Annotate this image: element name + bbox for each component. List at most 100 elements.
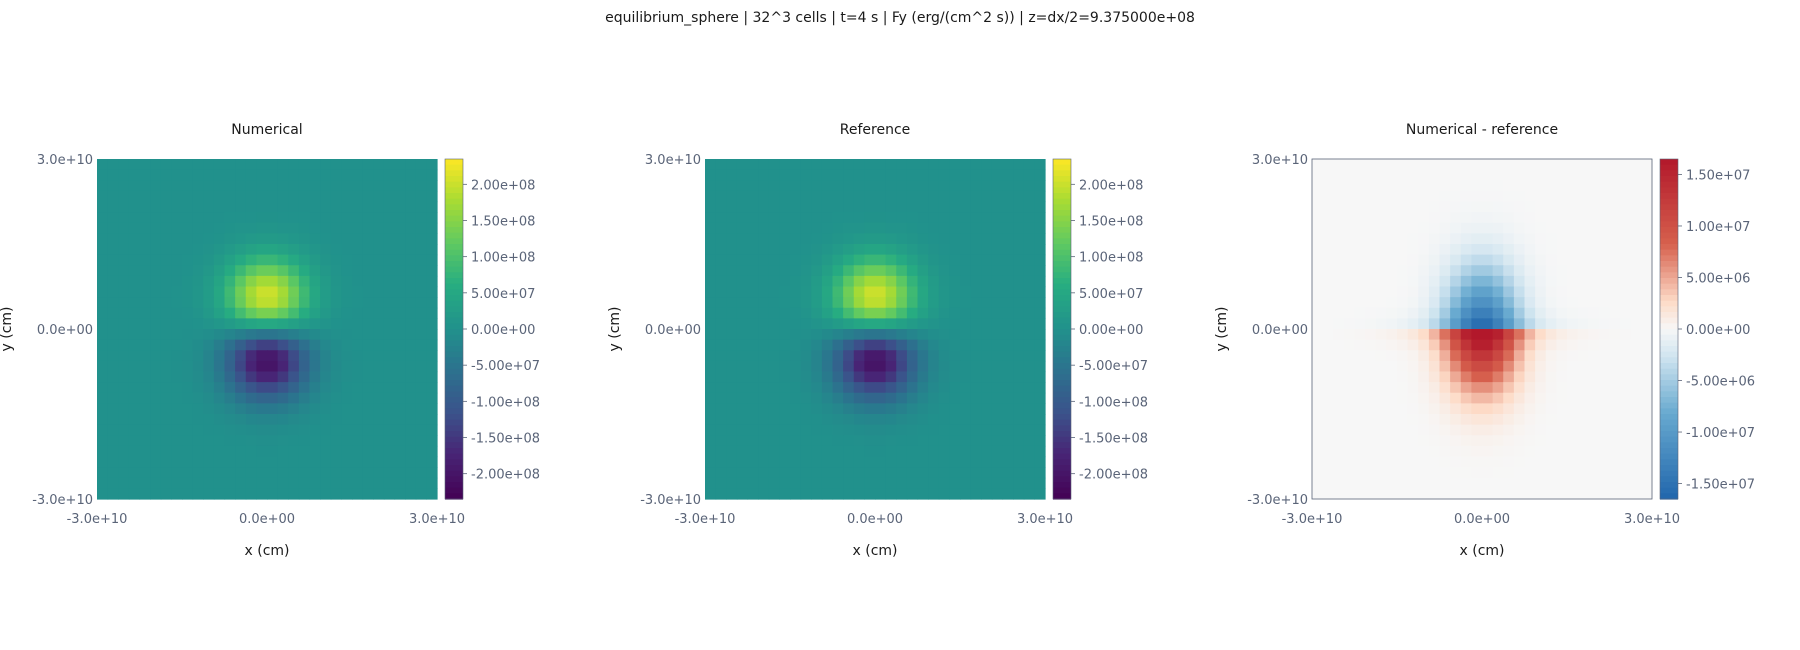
heatmap-cell <box>1588 392 1600 404</box>
heatmap-cell <box>288 318 300 330</box>
heatmap-cell <box>224 467 236 479</box>
heatmap-cell <box>1535 435 1547 447</box>
heatmap-cell <box>885 318 897 330</box>
heatmap-cell <box>981 180 993 192</box>
heatmap-cell <box>213 254 226 266</box>
heatmap-cell <box>235 318 247 330</box>
x-tick-label: 3.0e+10 <box>1017 512 1073 527</box>
heatmap-cell <box>1556 254 1568 266</box>
heatmap-cell <box>715 371 727 383</box>
heatmap-cell <box>758 424 770 436</box>
heatmap-cell <box>875 190 887 203</box>
heatmap-cell <box>1034 488 1046 500</box>
heatmap-cell <box>938 456 950 468</box>
heatmap-cell <box>224 212 236 224</box>
heatmap-cell <box>1354 371 1366 383</box>
heatmap-cell <box>1535 339 1547 351</box>
heatmap-cell <box>139 477 151 489</box>
heatmap-cell <box>970 445 982 458</box>
heatmap-cell <box>917 169 929 181</box>
heatmap-cell <box>821 445 834 458</box>
heatmap-cell <box>1418 265 1430 277</box>
heatmap-cell <box>1545 212 1557 224</box>
heatmap-cell <box>171 339 183 351</box>
heatmap-cell <box>1418 286 1430 298</box>
heatmap-cell <box>1002 382 1014 394</box>
heatmap-cell <box>182 456 194 468</box>
heatmap-cell <box>1630 414 1642 426</box>
heatmap-cell <box>896 297 908 309</box>
heatmap-cell <box>1641 350 1653 362</box>
heatmap-cell <box>118 488 130 500</box>
heatmap-cell <box>1013 180 1025 192</box>
heatmap-cell <box>1343 445 1356 458</box>
heatmap-cell <box>1556 307 1568 319</box>
heatmap-cell <box>330 286 342 298</box>
heatmap-cell <box>832 286 844 298</box>
heatmap-cell <box>362 201 374 213</box>
heatmap-cell <box>1386 169 1398 181</box>
heatmap-cell <box>1567 307 1579 319</box>
heatmap-cell <box>736 201 749 213</box>
heatmap-cell <box>949 254 961 266</box>
heatmap-cell <box>1354 244 1366 256</box>
heatmap-cell <box>970 371 982 383</box>
heatmap-cell <box>875 403 887 415</box>
heatmap-cell <box>341 488 353 500</box>
heatmap-cell <box>405 456 417 468</box>
heatmap-cell <box>97 339 109 351</box>
heatmap-cell <box>885 254 897 266</box>
heatmap-cell <box>1002 169 1014 181</box>
heatmap-cell <box>235 265 247 277</box>
heatmap-cell <box>1535 307 1547 319</box>
heatmap-cell <box>1503 456 1515 468</box>
heatmap-cell <box>758 339 770 351</box>
heatmap-cell <box>128 297 141 309</box>
heatmap-cell <box>821 371 834 383</box>
heatmap-cell <box>1471 201 1483 213</box>
heatmap-cell <box>715 201 727 213</box>
heatmap-cell <box>1034 467 1046 479</box>
heatmap-cell <box>139 286 151 298</box>
heatmap-cell <box>970 286 982 298</box>
heatmap-cell <box>800 222 812 234</box>
heatmap-cell <box>1482 190 1494 203</box>
heatmap-cell <box>747 467 759 479</box>
heatmap-cell <box>1482 159 1494 171</box>
heatmap-cell <box>1556 233 1568 245</box>
heatmap-cell <box>938 212 950 224</box>
heatmap-cell <box>1577 392 1589 404</box>
colorbar-tick-label: 0.00e+00 <box>1079 323 1143 338</box>
heatmap-cell <box>949 445 961 458</box>
heatmap-cell <box>373 159 385 171</box>
heatmap-cell <box>1577 414 1589 426</box>
heatmap-cell <box>843 488 855 500</box>
heatmap-cell <box>960 435 972 447</box>
colorbar-segment <box>445 295 463 302</box>
heatmap-cell <box>171 467 183 479</box>
heatmap-cell <box>1545 456 1557 468</box>
heatmap-cell <box>928 159 940 171</box>
heatmap-cell <box>320 329 332 341</box>
heatmap-cell <box>843 201 855 213</box>
heatmap-cell <box>139 222 151 234</box>
heatmap-cell <box>373 403 385 415</box>
heatmap-cell <box>800 201 812 213</box>
heatmap-cell <box>171 403 183 415</box>
heatmap-cell <box>330 392 342 404</box>
x-tick-label: 0.0e+00 <box>847 512 903 527</box>
colorbar-segment <box>1053 380 1071 387</box>
heatmap-cell <box>1630 360 1642 373</box>
heatmap-cell <box>726 382 738 394</box>
heatmap-cell <box>1397 350 1409 362</box>
heatmap-cell <box>800 190 812 203</box>
heatmap-cell <box>394 297 406 309</box>
heatmap-cell <box>736 360 749 373</box>
heatmap-cell <box>811 339 823 351</box>
heatmap-cell <box>800 467 812 479</box>
colorbar-segment <box>1660 414 1678 421</box>
heatmap-cell <box>811 190 823 203</box>
heatmap-cell <box>362 212 374 224</box>
heatmap-cell <box>415 169 427 181</box>
heatmap-cell <box>1013 445 1025 458</box>
